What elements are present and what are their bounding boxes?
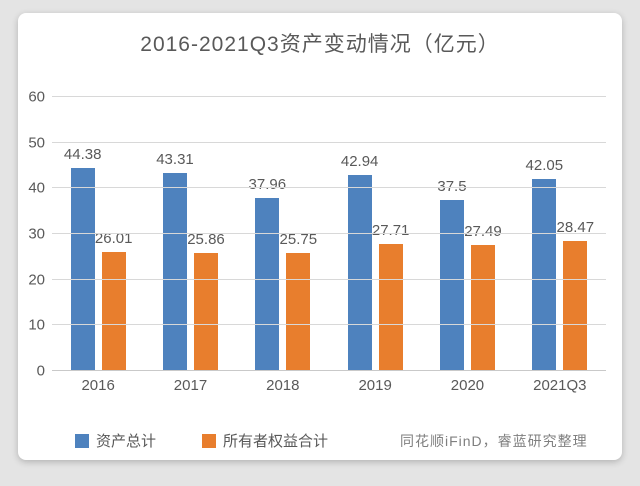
bar-所有者权益合计-2017: 25.86 [187,231,225,371]
bar-value-label: 25.75 [279,231,318,249]
bar-value-label: 27.71 [371,222,410,240]
bar-value-label: 28.47 [556,219,595,236]
bar-group-2018: 37.96 25.75 [237,97,329,371]
gridline-30 [52,233,606,234]
bar-所有者权益合计-2018: 25.75 [280,231,317,371]
plot-area: 44.38 26.01 43.31 25.86 37.96 25.75 42.94 27.71… [52,96,606,371]
legend-label-assets: 资产总计 [96,433,157,450]
bar-value-label: 25.86 [187,230,225,248]
bar-value-label: 42.05 [525,156,564,174]
bar-资产总计-2018: 37.96 [249,176,286,371]
bar-value-label: 26.01 [94,230,133,248]
y-tick-label-30: 30 [28,225,45,243]
y-tick-label-0: 0 [36,362,45,380]
bar-value-label: 37.5 [437,177,467,195]
bar-所有者权益合计-2019: 27.71 [372,222,409,371]
y-tick-label-50: 50 [28,134,45,152]
x-tick-label-2019: 2019 [358,377,392,394]
bar-group-2020: 37.5 27.49 [421,97,513,371]
bar-groups: 44.38 26.01 43.31 25.86 37.96 25.75 42.94 27.71… [52,97,606,371]
bar-value-label: 43.31 [156,151,194,169]
y-tick-label-40: 40 [28,179,45,197]
gridline-20 [52,278,606,280]
x-tick-label-2016: 2016 [81,377,115,394]
gridline-50 [52,141,606,143]
legend-item-assets: 资产总计 [75,430,156,451]
x-tick-label-2020: 2020 [450,377,485,394]
y-tick-label-60: 60 [28,88,45,106]
bar-资产总计-2016: 44.38 [64,146,101,371]
gridline-60 [52,96,606,97]
legend-swatch-assets-icon [75,433,89,448]
bar-group-2019: 42.94 27.71 [329,97,421,371]
x-tick-label-2017: 2017 [173,377,208,394]
legend-swatch-equity-icon [202,433,216,448]
bar-所有者权益合计-2021Q3: 28.47 [557,219,594,371]
bar-value-label: 44.38 [63,146,102,164]
bar-所有者权益合计-2020: 27.49 [464,223,502,371]
bar-资产总计-2017: 43.31 [156,151,194,371]
bar-资产总计-2021Q3: 42.05 [526,157,563,371]
x-tick-label-2018: 2018 [266,377,300,394]
bar-value-label: 37.96 [248,175,287,193]
gridline-0 [52,370,606,371]
bar-group-2016: 44.38 26.01 [52,97,144,371]
bar-group-2017: 43.31 25.86 [144,97,236,371]
bar-value-label: 27.49 [464,223,502,241]
bar-资产总计-2019: 42.94 [341,153,378,371]
y-axis-labels: 0 10 20 30 40 50 60 [18,89,45,380]
x-tick-label-2021Q3: 2021Q3 [533,377,587,394]
y-tick-label-10: 10 [28,316,45,334]
bar-所有者权益合计-2016: 26.01 [95,230,132,371]
gridline-10 [52,324,606,326]
chart-card: 2016-2021Q3资产变动情况（亿元） 0 10 20 30 40 50 60 44.3… [18,13,622,460]
y-tick-label-20: 20 [28,271,45,289]
bar-group-2021Q3: 42.05 28.47 [514,97,606,371]
x-axis-labels: 2016 2017 2018 2019 2020 2021Q3 [52,377,606,394]
chart-title: 2016-2021Q3资产变动情况（亿元） [140,33,500,56]
bar-value-label: 42.94 [340,152,379,170]
legend: 资产总计 所有者权益合计 同花顺iFinD，睿蓝研究整理 [18,430,622,450]
gridline-40 [52,187,606,189]
legend-item-equity: 所有者权益合计 [202,430,328,451]
bar-资产总计-2020: 37.5 [437,178,467,371]
source-note: 同花顺iFinD，睿蓝研究整理 [400,433,588,449]
legend-label-equity: 所有者权益合计 [223,433,329,450]
